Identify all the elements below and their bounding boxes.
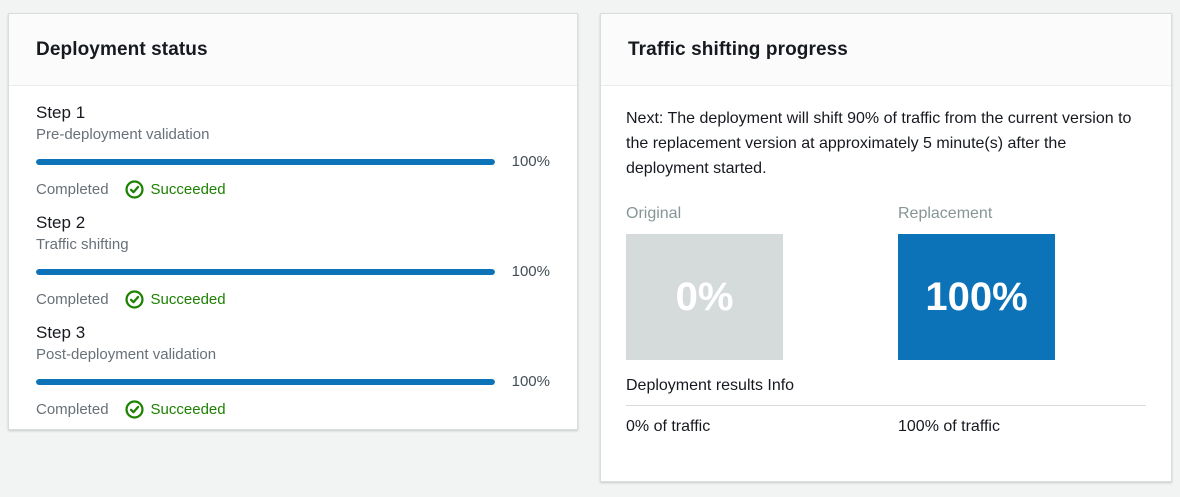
- progress-bar-fill: [36, 378, 495, 385]
- original-percent-box: 0%: [626, 234, 783, 360]
- results-divider: [626, 405, 1146, 406]
- step-description: Traffic shifting: [36, 236, 129, 253]
- step-progress-row: 100%: [36, 153, 550, 170]
- replacement-percent-box: 100%: [898, 234, 1055, 360]
- success-check-icon: [124, 400, 144, 419]
- deployment-results-heading: Deployment results Info: [626, 377, 795, 394]
- step-1: Step 1 Pre-deployment validation 100% Co…: [36, 102, 550, 199]
- deployment-status-card: Deployment status Step 1 Pre-deployment …: [8, 13, 578, 430]
- step-description: Pre-deployment validation: [36, 126, 210, 143]
- step-name: Step 3: [36, 323, 86, 342]
- traffic-shifting-title: Traffic shifting progress: [628, 38, 848, 60]
- step-status-row: Completed Succeeded: [36, 400, 550, 419]
- progress-percent-label: 100%: [511, 373, 550, 390]
- progress-percent-label: 100%: [511, 153, 550, 170]
- status-completed-label: Completed: [36, 181, 109, 198]
- step-name: Step 2: [36, 213, 86, 232]
- progress-bar-fill: [36, 268, 495, 275]
- status-completed-label: Completed: [36, 401, 109, 418]
- deployment-status-header: Deployment status: [9, 14, 577, 86]
- original-label: Original: [626, 205, 682, 222]
- step-progress-row: 100%: [36, 263, 550, 280]
- progress-bar: [36, 268, 495, 275]
- original-variant: Original 0%: [626, 204, 898, 360]
- step-progress-row: 100%: [36, 373, 550, 390]
- deployment-steps-list: Step 1 Pre-deployment validation 100% Co…: [9, 86, 577, 419]
- step-status-row: Completed Succeeded: [36, 290, 550, 309]
- traffic-variants: Original 0% Replacement 100%: [626, 204, 1146, 360]
- step-status-row: Completed Succeeded: [36, 180, 550, 199]
- progress-bar: [36, 378, 495, 385]
- progress-bar-fill: [36, 158, 495, 165]
- traffic-shifting-body: Next: The deployment will shift 90% of t…: [601, 86, 1171, 436]
- status-succeeded-label: Succeeded: [150, 291, 226, 308]
- success-check-icon: [124, 290, 144, 309]
- deployment-status-title: Deployment status: [36, 38, 208, 60]
- step-2: Step 2 Traffic shifting 100% Completed: [36, 212, 550, 309]
- success-check-icon: [124, 180, 144, 199]
- traffic-shifting-card: Traffic shifting progress Next: The depl…: [600, 13, 1172, 482]
- progress-percent-label: 100%: [511, 263, 550, 280]
- step-3: Step 3 Post-deployment validation 100% C…: [36, 322, 550, 419]
- progress-bar: [36, 158, 495, 165]
- traffic-shifting-header: Traffic shifting progress: [601, 14, 1171, 86]
- replacement-percent-value: 100%: [925, 274, 1028, 319]
- status-succeeded-label: Succeeded: [150, 181, 226, 198]
- status-succeeded-label: Succeeded: [150, 401, 226, 418]
- replacement-variant: Replacement 100%: [898, 204, 1146, 360]
- replacement-label: Replacement: [898, 205, 993, 222]
- original-traffic-share: 0% of traffic: [626, 418, 711, 435]
- original-percent-value: 0%: [675, 274, 734, 319]
- next-shift-message: Next: The deployment will shift 90% of t…: [626, 110, 1132, 177]
- step-description: Post-deployment validation: [36, 346, 217, 363]
- replacement-traffic-share: 100% of traffic: [898, 418, 1000, 435]
- traffic-share-row: 0% of traffic 100% of traffic: [626, 418, 1146, 436]
- status-completed-label: Completed: [36, 291, 109, 308]
- step-name: Step 1: [36, 103, 86, 122]
